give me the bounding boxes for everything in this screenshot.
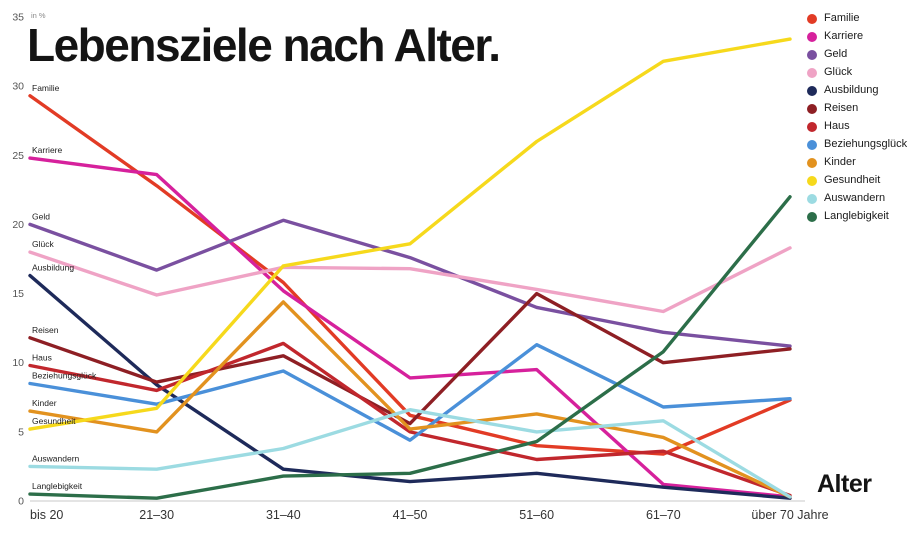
legend-color-dot [807,193,817,204]
y-tick-label: 5 [18,426,24,438]
legend-label: Familie [824,12,860,24]
series-line-kinder [28,300,792,499]
legend-item-glück: Glück [807,67,907,78]
series-start-label-reisen: Reisen [32,325,59,335]
legend-item-reisen: Reisen [807,103,907,114]
x-tick-label: 61–70 [646,508,681,522]
series-start-label-familie: Familie [32,83,60,93]
legend-item-geld: Geld [807,49,907,60]
series-line-auswandern [28,408,792,499]
legend-color-dot [807,85,817,96]
series-start-label-gesundheit: Gesundheit [32,416,76,426]
legend-color-dot [807,121,817,132]
y-tick-label: 20 [12,219,24,231]
x-tick-label: 41–50 [393,508,428,522]
legend-label: Auswandern [824,192,886,204]
legend-label: Ausbildung [824,84,879,96]
series-start-label-kinder: Kinder [32,398,57,408]
legend-color-dot [807,31,817,42]
series-line-glück [28,246,792,314]
x-axis-title: Alter [817,470,872,498]
chart-title: Lebensziele nach Alter. [27,19,501,71]
y-tick-label: 0 [18,496,24,508]
series-start-label-ausbildung: Ausbildung [32,263,74,273]
series-line-reisen [28,291,792,426]
y-tick-label: 10 [12,357,24,369]
y-unit-label: in % [31,11,46,20]
legend-label: Karriere [824,30,864,42]
legend-label: Geld [824,48,848,60]
legend-color-dot [807,175,817,186]
legend-color-dot [807,49,817,60]
series-start-label-beziehungsglück: Beziehungsglück [32,370,97,380]
series-start-label-karriere: Karriere [32,145,63,155]
legend-item-kinder: Kinder [807,157,907,168]
legend-color-dot [807,211,817,222]
series-line-beziehungsglück [28,343,792,442]
series-line-langlebigkeit [28,195,792,500]
series-start-label-glück: Glück [32,239,54,249]
x-tick-label: 31–40 [266,508,301,522]
series-line-gesundheit [28,37,792,431]
series-start-label-geld: Geld [32,211,50,221]
series-start-label-haus: Haus [32,352,52,362]
legend-color-dot [807,13,817,24]
legend-item-familie: Familie [807,13,907,24]
legend-label: Reisen [824,102,859,114]
series-line-karriere [28,156,792,499]
legend: Familie Karriere Geld Glück Ausbildung Reisen… [807,13,907,222]
series-start-label-auswandern: Auswandern [32,453,80,463]
legend-item-langlebigkeit: Langlebigkeit [807,211,907,222]
x-tick-label: über 70 Jahre [751,508,828,522]
x-tick-label: bis 20 [30,508,63,522]
legend-color-dot [807,103,817,114]
legend-label: Glück [824,66,853,78]
legend-label: Haus [824,120,850,132]
series-line-haus [28,341,792,498]
legend-item-karriere: Karriere [807,31,907,42]
legend-item-beziehungsglück: Beziehungsglück [807,139,907,150]
series-line-ausbildung [28,273,792,500]
y-tick-label: 15 [12,288,24,300]
legend-label: Langlebigkeit [824,210,889,222]
legend-color-dot [807,139,817,150]
series-line-geld [28,218,792,348]
legend-label: Beziehungsglück [824,138,908,150]
y-tick-label: 35 [12,12,24,24]
legend-item-gesundheit: Gesundheit [807,175,907,186]
legend-item-ausbildung: Ausbildung [807,85,907,96]
legend-label: Kinder [824,156,856,168]
legend-label: Gesundheit [824,174,881,186]
x-tick-label: 51–60 [519,508,554,522]
legend-item-auswandern: Auswandern [807,193,907,204]
series-start-label-langlebigkeit: Langlebigkeit [32,481,83,491]
series-line-familie [28,94,792,456]
y-tick-label: 25 [12,150,24,162]
legend-item-haus: Haus [807,121,907,132]
legend-color-dot [807,157,817,168]
legend-color-dot [807,67,817,78]
y-tick-label: 30 [12,81,24,93]
x-tick-label: 21–30 [139,508,174,522]
